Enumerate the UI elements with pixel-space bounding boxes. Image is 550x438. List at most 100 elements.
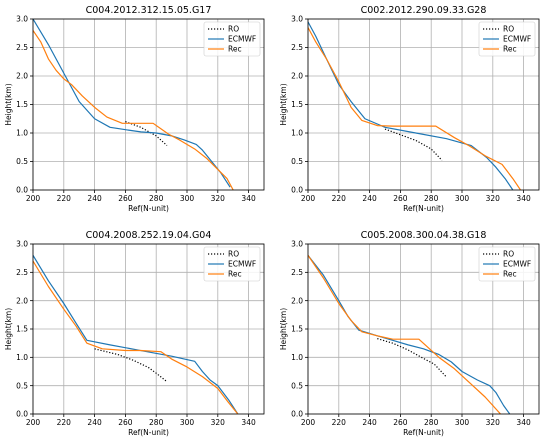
y-tick-label: 0.5 <box>291 157 303 166</box>
series-line-rec <box>308 254 501 414</box>
legend-box <box>478 21 536 57</box>
x-tick-label: 220 <box>57 418 72 427</box>
plot-frame <box>32 18 265 191</box>
y-tick-label: 2.0 <box>291 296 303 305</box>
y-tick-label: 2.5 <box>16 268 28 277</box>
chart-panel-2: 200 220 240 260 280 300 320 340 0.0 0.5 1.0 1.5 2.0 2… <box>279 5 540 213</box>
chart-panel-4: 200 220 240 260 280 300 320 340 0.0 0.5 1.0 1.5 2.0 2… <box>279 230 540 437</box>
x-tick-label: 300 <box>180 418 195 427</box>
y-tick-label: 3.0 <box>16 240 28 249</box>
x-tick-label: 320 <box>211 194 226 203</box>
y-tick-label: 2.5 <box>291 43 303 52</box>
legend-label-ecmwf: ECMWF <box>503 260 531 269</box>
y-tick-label: 1.5 <box>16 100 28 109</box>
y-tick-label: 2.5 <box>16 43 28 52</box>
y-tick-label: 3.0 <box>291 15 303 24</box>
x-tick-label: 320 <box>211 418 226 427</box>
x-tick-label: 300 <box>180 194 195 203</box>
y-axis-label: Height(km) <box>4 83 13 125</box>
legend-label-ecmwf: ECMWF <box>503 35 531 44</box>
legend-label-rec: Rec <box>228 45 242 54</box>
legend-label-ecmwf: ECMWF <box>228 260 256 269</box>
x-tick-label: 240 <box>87 194 102 203</box>
chart-panel-1: 200 220 240 260 280 300 320 340 0.0 0.5 1.0 1.5 2.0 2… <box>4 5 265 213</box>
legend-label-rec: Rec <box>228 270 242 279</box>
x-tick-label: 240 <box>362 418 377 427</box>
x-tick-label: 340 <box>516 418 531 427</box>
x-tick-label: 280 <box>424 418 439 427</box>
chart-panel-3: 200 220 240 260 280 300 320 340 0.0 0.5 1.0 1.5 2.0 2… <box>4 230 265 437</box>
legend-label-ro: RO <box>228 250 239 259</box>
y-tick-label: 2.0 <box>291 72 303 81</box>
x-tick-label: 240 <box>362 194 377 203</box>
x-tick-label: 240 <box>87 418 102 427</box>
series-line-ecmwf <box>33 19 231 188</box>
y-tick-label: 0.5 <box>291 381 303 390</box>
legend-box <box>203 246 261 282</box>
x-tick-label: 280 <box>149 194 164 203</box>
plot-frame <box>307 243 540 415</box>
y-tick-label: 2.0 <box>16 72 28 81</box>
series-line-rec <box>308 27 522 190</box>
plot-frame <box>32 243 265 415</box>
legend-box <box>478 246 536 282</box>
x-tick-label: 340 <box>241 194 256 203</box>
y-tick-label: 1.0 <box>291 353 303 362</box>
x-tick-label: 220 <box>332 194 347 203</box>
x-tick-label: 200 <box>301 418 316 427</box>
y-tick-label: 3.0 <box>16 15 28 24</box>
x-tick-label: 220 <box>57 194 72 203</box>
series-line-ro <box>94 348 168 383</box>
x-tick-label: 260 <box>118 418 133 427</box>
chart-title: C002.2012.290.09.33.G28 <box>361 5 487 16</box>
y-tick-label: 1.5 <box>16 325 28 334</box>
chart-title: C004.2008.252.19.04.G04 <box>86 230 212 241</box>
legend-label-ro: RO <box>503 250 514 259</box>
legend-label-ecmwf: ECMWF <box>228 35 256 44</box>
x-tick-label: 260 <box>393 418 408 427</box>
x-tick-label: 260 <box>393 194 408 203</box>
y-axis-label: Height(km) <box>279 308 288 350</box>
y-axis-label: Height(km) <box>279 83 288 125</box>
x-tick-label: 220 <box>332 418 347 427</box>
legend-label-ro: RO <box>228 25 239 34</box>
y-tick-label: 0.0 <box>16 186 28 195</box>
chart-title: C004.2012.312.15.05.G17 <box>86 5 212 16</box>
y-tick-label: 0.0 <box>291 186 303 195</box>
x-tick-label: 340 <box>241 418 256 427</box>
y-tick-label: 1.5 <box>291 325 303 334</box>
y-tick-label: 0.0 <box>16 410 28 419</box>
legend-label-rec: Rec <box>503 270 517 279</box>
x-tick-label: 340 <box>516 194 531 203</box>
x-axis-label: Ref(N-unit) <box>403 428 444 437</box>
series-line-rec <box>33 30 234 190</box>
y-axis-label: Height(km) <box>4 308 13 350</box>
chart-title: C005.2008.300.04.38.G18 <box>361 230 487 241</box>
y-tick-label: 1.0 <box>16 353 28 362</box>
y-tick-label: 1.5 <box>291 100 303 109</box>
series-line-ecmwf <box>33 255 239 414</box>
x-tick-label: 300 <box>455 418 470 427</box>
x-tick-label: 280 <box>149 418 164 427</box>
x-axis-label: Ref(N-unit) <box>403 204 444 213</box>
y-tick-label: 2.0 <box>16 296 28 305</box>
x-tick-label: 260 <box>118 194 133 203</box>
legend-label-ro: RO <box>503 25 514 34</box>
y-tick-label: 0.5 <box>16 381 28 390</box>
legend-box <box>203 21 261 57</box>
x-tick-label: 300 <box>455 194 470 203</box>
x-axis-label: Ref(N-unit) <box>128 428 169 437</box>
y-tick-label: 2.5 <box>291 268 303 277</box>
x-tick-label: 200 <box>26 194 41 203</box>
x-tick-label: 280 <box>424 194 439 203</box>
y-tick-label: 0.5 <box>16 157 28 166</box>
y-tick-label: 3.0 <box>291 240 303 249</box>
plot-frame <box>307 18 540 191</box>
x-tick-label: 320 <box>486 194 501 203</box>
series-line-rec <box>33 260 239 414</box>
